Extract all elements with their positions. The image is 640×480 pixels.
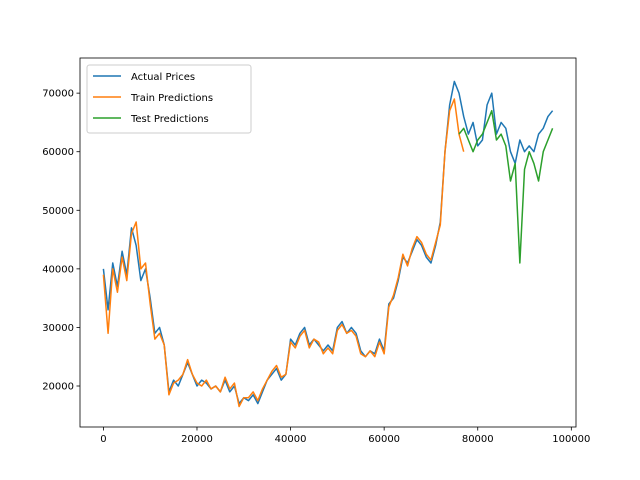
plot-frame bbox=[79, 57, 577, 428]
y-tick-label: 60000 bbox=[42, 147, 74, 158]
x-tick-label: 100000 bbox=[552, 434, 590, 445]
y-axis: 20000 30000 40000 50000 60000 70000 bbox=[42, 89, 80, 393]
legend: Actual Prices Train Predictions Test Predi… bbox=[86, 64, 252, 134]
series-line-actual-prices bbox=[102, 80, 554, 405]
y-tick-label: 70000 bbox=[42, 89, 74, 100]
legend-box bbox=[86, 64, 252, 134]
y-tick-label: 50000 bbox=[42, 206, 74, 217]
y-tick-label: 20000 bbox=[42, 382, 74, 393]
x-tick-label: 0 bbox=[100, 434, 106, 445]
y-tick-label: 30000 bbox=[42, 323, 74, 334]
legend-label: Train Predictions bbox=[130, 93, 213, 104]
series-line-test-predictions bbox=[458, 109, 554, 264]
series-line-train-predictions bbox=[102, 98, 465, 408]
series-layer bbox=[102, 80, 554, 408]
x-tick-label: 60000 bbox=[368, 434, 400, 445]
legend-label: Test Predictions bbox=[130, 114, 209, 125]
y-tick-label: 40000 bbox=[42, 264, 74, 275]
x-tick-label: 20000 bbox=[181, 434, 213, 445]
x-tick-label: 40000 bbox=[275, 434, 307, 445]
x-tick-label: 80000 bbox=[462, 434, 494, 445]
legend-label: Actual Prices bbox=[131, 72, 195, 83]
x-axis: 0 20000 40000 60000 80000 100000 bbox=[100, 427, 590, 445]
